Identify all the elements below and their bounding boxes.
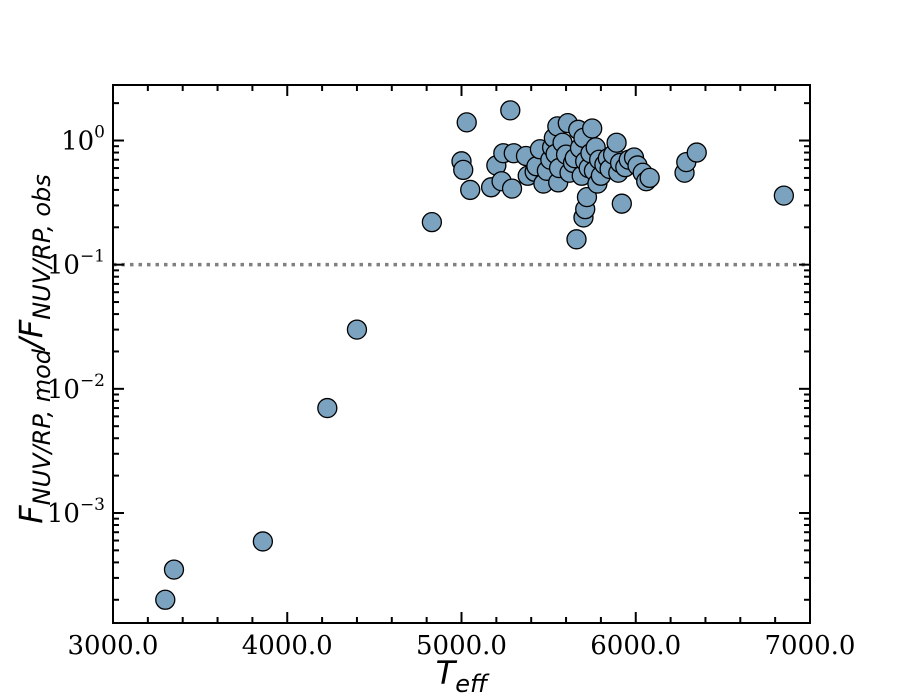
x-tick-label: 5000.0	[416, 631, 507, 661]
y-axis-label-sub2: NUV/RP, obs	[28, 174, 56, 320]
data-point	[252, 531, 274, 552]
data-point	[317, 397, 338, 419]
data-point	[686, 142, 707, 163]
y-tick-label: 100	[61, 123, 105, 157]
y-tick-label: 10−2	[47, 371, 105, 405]
data-point	[501, 178, 523, 199]
x-tick-label: 3000.0	[68, 631, 159, 661]
ticks-layer	[112, 85, 811, 623]
data-point	[606, 132, 627, 153]
x-axis-label-base: T	[436, 654, 458, 692]
x-tick-label: 7000.0	[765, 631, 856, 661]
y-axis-label-base: F	[12, 505, 50, 524]
y-tick-labels: 10−3 10−2 10−1 100	[47, 123, 105, 529]
data-points-layer	[155, 100, 795, 610]
y-tick-label: 10−1	[47, 247, 105, 281]
data-point	[163, 559, 185, 580]
data-point	[566, 229, 587, 250]
data-point	[500, 100, 521, 121]
data-point	[773, 185, 795, 206]
data-point	[639, 167, 660, 189]
data-point	[460, 179, 481, 201]
data-point	[582, 118, 603, 139]
data-point	[576, 186, 598, 208]
x-tick-label: 6000.0	[590, 631, 681, 661]
x-tick-labels: 3000.0 4000.0 5000.0 6000.0 7000.0	[68, 631, 856, 661]
data-point	[346, 319, 368, 340]
y-axis-label: FNUV/RP, mod/FNUV/RP, obs	[12, 174, 56, 524]
y-axis-label-slash: /	[12, 335, 50, 352]
data-point	[155, 589, 176, 610]
data-point	[453, 159, 474, 181]
x-axis-label-sub: eff	[455, 670, 490, 698]
x-tick-label: 4000.0	[242, 631, 333, 661]
y-axis-label-base2: F	[12, 319, 50, 338]
y-axis-label-sub1: NUV/RP, mod	[28, 348, 56, 505]
data-point	[456, 112, 477, 133]
data-point	[611, 193, 632, 214]
data-point	[421, 212, 443, 233]
x-axis-label: Teff	[436, 654, 490, 698]
y-tick-label: 10−3	[47, 495, 105, 529]
